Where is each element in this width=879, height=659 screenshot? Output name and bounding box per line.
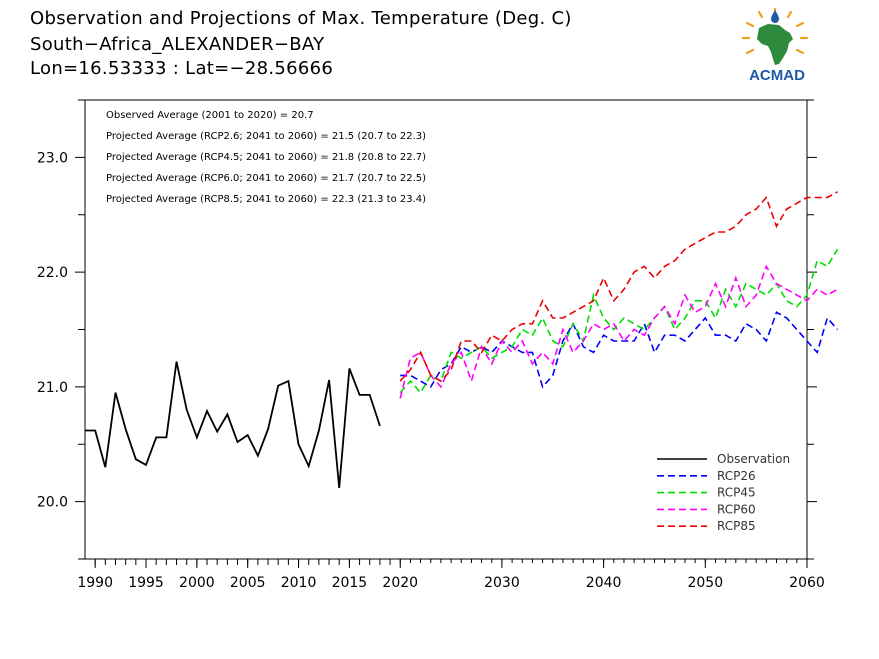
x-tick-label: 2050 — [687, 575, 723, 591]
annotation-text: Projected Average (RCP8.5; 2041 to 2060)… — [106, 194, 426, 205]
logo-text: ACMAD — [749, 67, 805, 84]
y-tick-label: 23.0 — [37, 150, 68, 166]
legend-label: RCP45 — [717, 486, 756, 500]
x-tick-label: 2015 — [332, 575, 368, 591]
plot-axes — [84, 99, 808, 560]
series-line-observation — [85, 361, 381, 488]
series-lines — [85, 191, 839, 488]
series-line-rcp45 — [399, 248, 839, 394]
x-tick-label: 2010 — [281, 575, 317, 591]
y-tick-label: 20.0 — [37, 495, 68, 511]
x-tick-label: 2030 — [484, 575, 520, 591]
y-tick-label: 22.0 — [37, 265, 68, 281]
x-tick-label: 2040 — [586, 575, 622, 591]
legend: Observation RCP26 RCP45 RCP60 RCP85 — [657, 452, 790, 533]
x-tick-label: 2005 — [230, 575, 266, 591]
annotation-text: Projected Average (RCP6.0; 2041 to 2060)… — [106, 173, 426, 184]
annotation-text: Projected Average (RCP2.6; 2041 to 2060)… — [106, 131, 426, 142]
annotation-text: Projected Average (RCP4.5; 2041 to 2060)… — [106, 152, 426, 163]
x-tick-label: 1995 — [128, 575, 164, 591]
y-tick-label: 21.0 — [37, 380, 68, 396]
station-name: South−Africa_ALEXANDER−BAY — [30, 34, 325, 55]
series-line-rcp26 — [400, 311, 839, 389]
legend-label: RCP85 — [717, 519, 756, 533]
legend-label: RCP60 — [717, 502, 756, 516]
series-line-rcp60 — [399, 264, 838, 399]
x-tick-label: 2060 — [789, 575, 825, 591]
x-tick-label: 2000 — [179, 575, 215, 591]
annotation-text: Observed Average (2001 to 2020) = 20.7 — [106, 110, 314, 121]
rain-drop-icon — [771, 10, 779, 23]
station-coordinates: Lon=16.53333 : Lat=−28.56666 — [30, 58, 334, 79]
series-line-rcp85 — [399, 191, 838, 383]
acmad-logo: ACMAD — [741, 7, 809, 84]
x-tick-label: 2020 — [382, 575, 418, 591]
annotations: Observed Average (2001 to 2020) = 20.7 Pr… — [106, 110, 426, 205]
africa-map-icon — [757, 24, 793, 65]
legend-label: Observation — [717, 452, 790, 466]
chart-title: Observation and Projections of Max. Temp… — [30, 8, 572, 29]
legend-label: RCP26 — [717, 469, 756, 483]
axis-ticks: 1990 1995 2000 2005 2010 2015 2020 2030 2040 2050… — [37, 99, 825, 591]
plot-frame — [84, 99, 808, 560]
x-tick-label: 1990 — [77, 575, 113, 591]
